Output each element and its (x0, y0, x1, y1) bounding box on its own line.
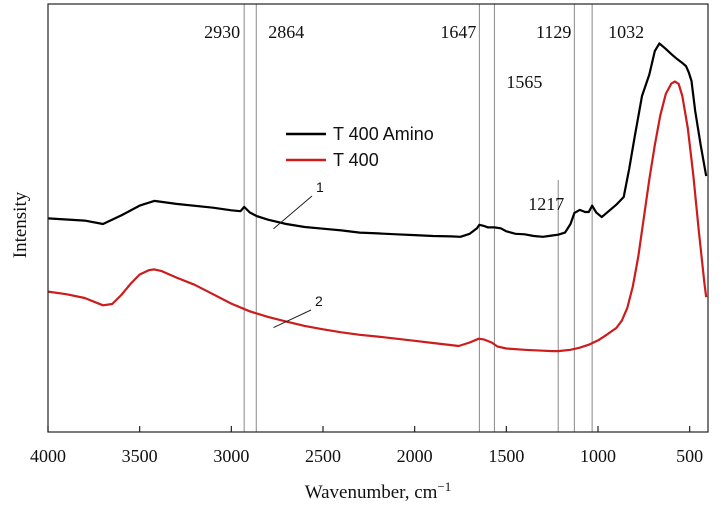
legend: T 400 Amino T 400 (286, 124, 434, 170)
peak-label-1129: 1129 (536, 22, 571, 42)
x-tick-label-3500: 3500 (122, 446, 158, 466)
peak-label-2864: 2864 (268, 22, 304, 42)
x-tick-label-3000: 3000 (213, 446, 249, 466)
y-axis-title: Intensity (10, 191, 31, 258)
curve-label-leader-1 (273, 195, 313, 230)
spectrum-curves (47, 42, 708, 353)
x-tick-label-500: 500 (676, 446, 703, 466)
peak-label-1565: 1565 (506, 72, 542, 92)
plot-background (48, 4, 708, 432)
x-tick-label-4000: 4000 (30, 446, 66, 466)
x-axis-title-superscript: −1 (437, 479, 451, 494)
curve-label-leader-2 (273, 309, 312, 329)
legend-label-2: T 400 (333, 150, 379, 170)
peak-label-1032: 1032 (608, 22, 644, 42)
x-tick-label-1500: 1500 (488, 446, 524, 466)
plot-frame (47, 3, 709, 433)
x-axis-title: Wavenumber, cm−1 (305, 479, 452, 503)
peak-label-2930: 2930 (204, 22, 240, 42)
curve-label-2: 2 (315, 293, 323, 309)
curve-label-1: 1 (316, 179, 324, 195)
x-tick-label-2000: 2000 (397, 446, 433, 466)
peak-marker-lines: 2930 2864 1647 1565 1217 1129 1032 (204, 4, 644, 432)
x-tick-label-2500: 2500 (305, 446, 341, 466)
series-line-1 (47, 42, 708, 238)
peak-label-1647: 1647 (440, 22, 476, 42)
x-tick-label-1000: 1000 (580, 446, 616, 466)
series-line-2 (47, 80, 708, 353)
legend-label-1: T 400 Amino (333, 124, 434, 144)
x-axis-ticks: 4000 3500 3000 2500 2000 1500 1000 500 (30, 426, 703, 466)
peak-label-1217: 1217 (528, 194, 564, 214)
curve-number-labels: 12 (273, 179, 324, 329)
